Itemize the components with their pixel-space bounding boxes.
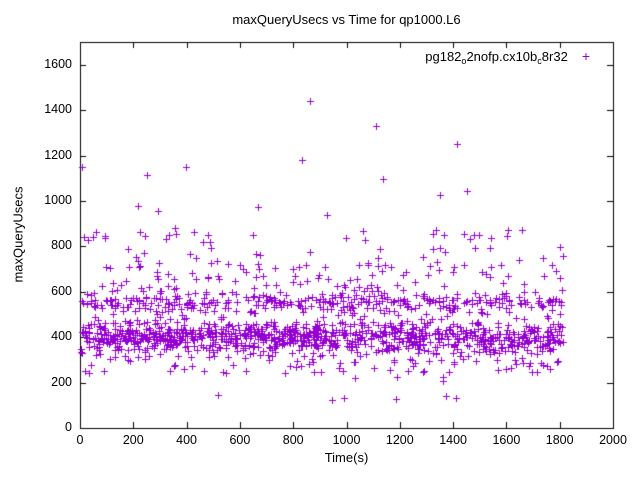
legend-label-part: pg182 [425,49,462,64]
legend-label-part: c [537,56,542,66]
y-tick-label: 0 [65,420,72,434]
legend-label-part: 2nofp.cx10b [466,49,538,64]
y-tick-label: 400 [51,329,72,344]
chart-title: maxQueryUsecs vs Time for qp1000.L6 [232,12,461,27]
y-tick-label: 1000 [44,192,72,207]
x-tick-label: 1600 [492,433,521,447]
x-tick-label: 1400 [439,433,467,447]
y-tick-label: 200 [51,374,72,389]
x-tick-label: 200 [122,433,144,447]
y-tick-label: 1400 [44,102,72,117]
y-tick-label: 1600 [44,56,72,71]
y-tick-label: 600 [51,283,72,298]
x-tick-label: 1800 [545,433,574,447]
x-tick-label: 600 [229,433,251,447]
x-tick-label: 800 [282,433,304,447]
x-axis-label: Time(s) [324,450,369,465]
legend-series-label: pg182o2nofp.cx10bc8r32 [425,49,568,66]
x-tick-label: 2000 [599,433,627,447]
legend-label-part: o [461,56,467,66]
x-tick-label: 1000 [332,433,361,447]
x-tick-label: 1200 [385,433,414,447]
y-tick-label: 800 [51,238,72,253]
legend-label-part: 8r32 [541,49,568,64]
x-tick-label: 400 [176,433,198,447]
legend-plus-marker-icon: + [581,48,590,64]
x-tick-label: 0 [76,433,84,447]
y-tick-label: 1200 [44,147,72,162]
legend: pg182o2nofp.cx10bc8r32 + [425,48,590,66]
